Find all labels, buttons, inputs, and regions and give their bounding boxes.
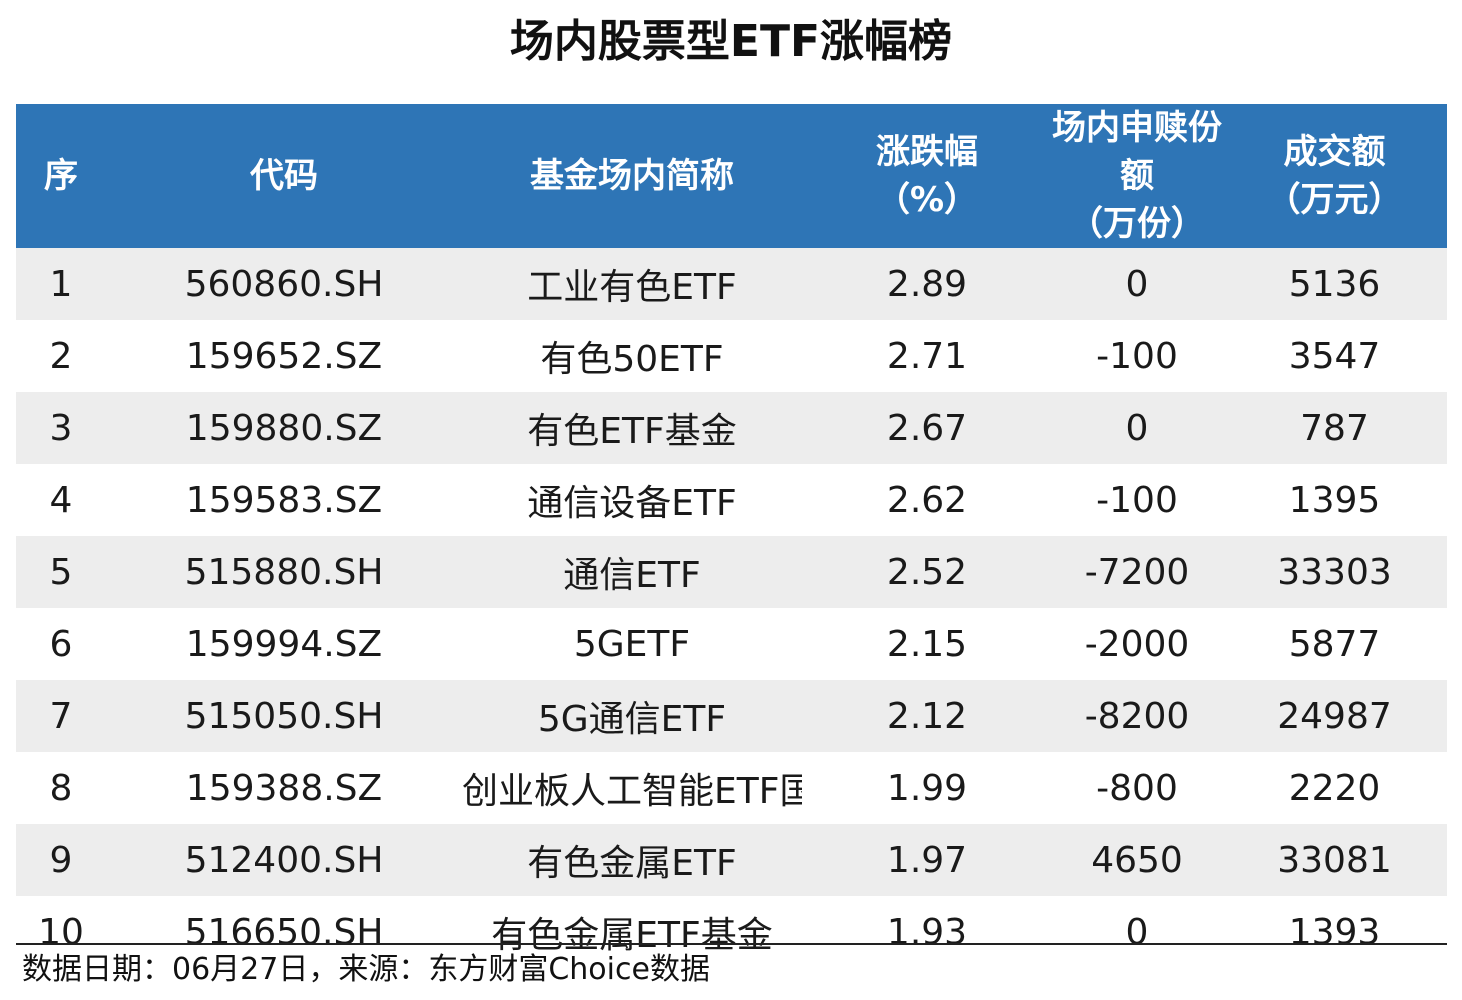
header-label: 代码 bbox=[250, 156, 318, 196]
cell-creation: -100 bbox=[1052, 320, 1222, 392]
cell-name: 有色50ETF bbox=[462, 320, 802, 392]
cell-change: 2.71 bbox=[802, 320, 1052, 392]
cell-rank: 10 bbox=[16, 896, 106, 968]
table-row: 5 515880.SH 通信ETF 2.52 -7200 33303 bbox=[16, 536, 1447, 608]
chart-title: 场内股票型ETF涨幅榜 bbox=[509, 16, 953, 67]
cell-rank: 7 bbox=[16, 680, 106, 752]
cell-code: 159880.SZ bbox=[106, 392, 462, 464]
cell-turnover: 1393 bbox=[1222, 896, 1447, 968]
table-row: 3 159880.SZ 有色ETF基金 2.67 0 787 bbox=[16, 392, 1447, 464]
header-unit: （万元） bbox=[1266, 180, 1403, 220]
cell-creation: -100 bbox=[1052, 464, 1222, 536]
cell-change: 2.15 bbox=[802, 608, 1052, 680]
cell-name: 通信ETF bbox=[462, 536, 802, 608]
cell-turnover: 5877 bbox=[1222, 608, 1447, 680]
cell-change: 2.62 bbox=[802, 464, 1052, 536]
cell-change: 2.89 bbox=[802, 248, 1052, 320]
cell-turnover: 3547 bbox=[1222, 320, 1447, 392]
cell-turnover: 24987 bbox=[1222, 680, 1447, 752]
cell-change: 1.93 bbox=[802, 896, 1052, 968]
table-row: 9 512400.SH 有色金属ETF 1.97 4650 33081 bbox=[16, 824, 1447, 896]
cell-creation: -800 bbox=[1052, 752, 1222, 824]
cell-code: 516650.SH bbox=[106, 896, 462, 968]
header-creation: 场内申赎份额 （万份） bbox=[1052, 104, 1222, 248]
cell-turnover: 33081 bbox=[1222, 824, 1447, 896]
cell-turnover: 5136 bbox=[1222, 248, 1447, 320]
header-label: 序 bbox=[44, 156, 78, 196]
cell-rank: 8 bbox=[16, 752, 106, 824]
cell-change: 1.97 bbox=[802, 824, 1052, 896]
cell-rank: 5 bbox=[16, 536, 106, 608]
cell-code: 515880.SH bbox=[106, 536, 462, 608]
header-unit: （万份） bbox=[1069, 204, 1205, 244]
header-unit: （%） bbox=[875, 180, 979, 220]
cell-name: 有色ETF基金 bbox=[462, 392, 802, 464]
table-row: 10 516650.SH 有色金属ETF基金 1.93 0 1393 bbox=[16, 896, 1447, 968]
cell-change: 2.12 bbox=[802, 680, 1052, 752]
cell-change: 2.52 bbox=[802, 536, 1052, 608]
cell-creation: 0 bbox=[1052, 248, 1222, 320]
header-rank: 序 bbox=[16, 104, 106, 248]
header-change: 涨跌幅 （%） bbox=[802, 104, 1052, 248]
cell-creation: -8200 bbox=[1052, 680, 1222, 752]
header-label: 涨跌幅 bbox=[876, 132, 978, 172]
cell-name: 有色金属ETF bbox=[462, 824, 802, 896]
cell-code: 512400.SH bbox=[106, 824, 462, 896]
cell-name: 有色金属ETF基金 bbox=[462, 896, 802, 968]
table-row: 4 159583.SZ 通信设备ETF 2.62 -100 1395 bbox=[16, 464, 1447, 536]
header-name: 基金场内简称 bbox=[462, 104, 802, 248]
cell-name: 创业板人工智能ETF国泰 bbox=[462, 752, 802, 824]
header-label: 成交额 bbox=[1283, 132, 1386, 172]
etf-gain-table: 序 代码 基金场内简称 涨跌幅 （%） 场内申赎份额 （万份） 成交额 （万元） 1 560860… bbox=[16, 104, 1447, 968]
cell-name: 通信设备ETF bbox=[462, 464, 802, 536]
table-body: 1 560860.SH 工业有色ETF 2.89 0 5136 2 159652.SZ 有色50… bbox=[16, 248, 1447, 968]
table-row: 7 515050.SH 5G通信ETF 2.12 -8200 24987 bbox=[16, 680, 1447, 752]
table-row: 1 560860.SH 工业有色ETF 2.89 0 5136 bbox=[16, 248, 1447, 320]
cell-rank: 2 bbox=[16, 320, 106, 392]
cell-turnover: 787 bbox=[1222, 392, 1447, 464]
cell-name: 5GETF bbox=[462, 608, 802, 680]
cell-turnover: 33303 bbox=[1222, 536, 1447, 608]
cell-turnover: 2220 bbox=[1222, 752, 1447, 824]
cell-code: 159994.SZ bbox=[106, 608, 462, 680]
footer-divider bbox=[16, 943, 1447, 945]
cell-code: 159388.SZ bbox=[106, 752, 462, 824]
header-label: 场内申赎份额 bbox=[1052, 108, 1222, 196]
cell-creation: -7200 bbox=[1052, 536, 1222, 608]
table-row: 6 159994.SZ 5GETF 2.15 -2000 5877 bbox=[16, 608, 1447, 680]
source-note: 数据日期：06月27日，来源：东方财富Choice数据 bbox=[22, 952, 710, 987]
cell-code: 560860.SH bbox=[106, 248, 462, 320]
cell-code: 515050.SH bbox=[106, 680, 462, 752]
cell-rank: 4 bbox=[16, 464, 106, 536]
cell-name: 工业有色ETF bbox=[462, 248, 802, 320]
cell-rank: 9 bbox=[16, 824, 106, 896]
cell-name: 5G通信ETF bbox=[462, 680, 802, 752]
cell-change: 1.99 bbox=[802, 752, 1052, 824]
table-header-row: 序 代码 基金场内简称 涨跌幅 （%） 场内申赎份额 （万份） 成交额 （万元） bbox=[16, 104, 1447, 248]
cell-rank: 3 bbox=[16, 392, 106, 464]
cell-turnover: 1395 bbox=[1222, 464, 1447, 536]
cell-creation: 4650 bbox=[1052, 824, 1222, 896]
cell-code: 159583.SZ bbox=[106, 464, 462, 536]
cell-creation: -2000 bbox=[1052, 608, 1222, 680]
cell-rank: 6 bbox=[16, 608, 106, 680]
cell-change: 2.67 bbox=[802, 392, 1052, 464]
table-row: 2 159652.SZ 有色50ETF 2.71 -100 3547 bbox=[16, 320, 1447, 392]
cell-creation: 0 bbox=[1052, 896, 1222, 968]
header-turnover: 成交额 （万元） bbox=[1222, 104, 1447, 248]
cell-code: 159652.SZ bbox=[106, 320, 462, 392]
cell-creation: 0 bbox=[1052, 392, 1222, 464]
cell-rank: 1 bbox=[16, 248, 106, 320]
header-label: 基金场内简称 bbox=[530, 156, 734, 196]
header-code: 代码 bbox=[106, 104, 462, 248]
